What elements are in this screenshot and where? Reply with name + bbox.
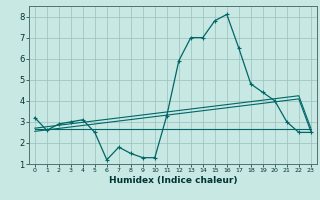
X-axis label: Humidex (Indice chaleur): Humidex (Indice chaleur) [108, 176, 237, 185]
